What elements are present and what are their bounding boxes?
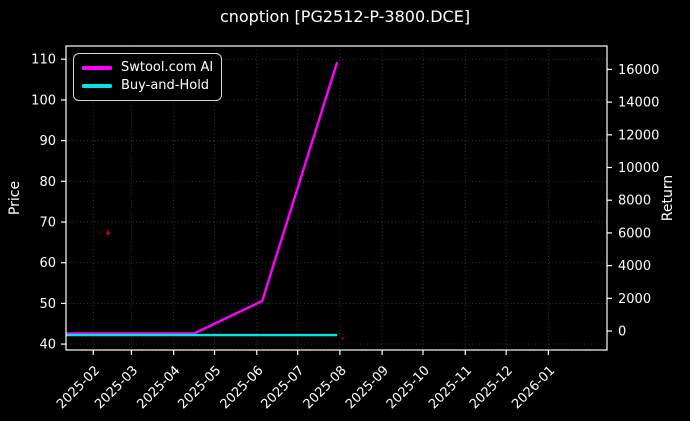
x-axis-tick-label: 2025-04 (134, 363, 183, 412)
chart-title: cnoption [PG2512-P-3800.DCE] (219, 7, 471, 26)
y-axis-tick-label-right: 6000 (618, 226, 651, 241)
y-axis-tick-label-left: 60 (39, 256, 56, 271)
x-axis-tick-label: 2025-12 (467, 363, 516, 412)
legend-item-swtool-ai: Swtool.com AI (82, 59, 217, 75)
x-axis-tick-label: 2025-07 (258, 363, 307, 412)
x-axis-tick-label: 2025-05 (175, 363, 224, 412)
trade-marker (106, 231, 111, 235)
y-axis-tick-label-left: 90 (39, 134, 56, 149)
legend-line-swatch-ai (82, 66, 112, 70)
plot-border (65, 45, 608, 351)
y-axis-tick-label-right: 8000 (618, 194, 651, 209)
series-line-swtool-com-ai (66, 61, 339, 335)
x-axis-tick-label: 2025-10 (384, 363, 433, 412)
legend-label-ai: Swtool.com AI (121, 59, 214, 75)
y-axis-tick-label-right: 0 (618, 325, 626, 340)
y-axis-tick-label-left: 70 (39, 216, 56, 231)
trade-marker (341, 336, 345, 340)
y-axis-tick-label-right: 14000 (618, 96, 659, 111)
legend-label-buy-and-hold: Buy-and-Hold (121, 77, 210, 93)
x-axis-tick-label: 2025-09 (343, 363, 392, 412)
x-axis-tick-label: 2026-01 (509, 363, 558, 412)
x-axis-tick-label: 2025-11 (426, 363, 475, 412)
y-axis-label-left: Price (7, 180, 23, 216)
y-axis-tick-label-left: 40 (39, 338, 56, 353)
legend-item-buy-and-hold: Buy-and-Hold (82, 77, 217, 93)
y-axis-tick-label-left: 100 (31, 93, 56, 108)
y-axis-label-right: Return (660, 174, 676, 222)
x-axis-tick-label: 2025-06 (218, 363, 267, 412)
y-axis-tick-label-right: 4000 (618, 259, 651, 274)
legend-line-swatch-buy-and-hold (82, 84, 112, 88)
legend: Swtool.com AI Buy-and-Hold (73, 53, 222, 101)
y-axis-tick-label-left: 50 (39, 297, 56, 312)
y-axis-tick-label-left: 80 (39, 175, 56, 190)
y-axis-tick-label-right: 12000 (618, 128, 659, 143)
y-axis-tick-label-left: 110 (31, 53, 56, 68)
y-axis-tick-label-right: 16000 (618, 63, 659, 78)
y-axis-tick-label-right: 10000 (618, 161, 659, 176)
x-axis-tick-label: 2025-08 (301, 363, 350, 412)
y-axis-tick-label-right: 2000 (618, 292, 651, 307)
